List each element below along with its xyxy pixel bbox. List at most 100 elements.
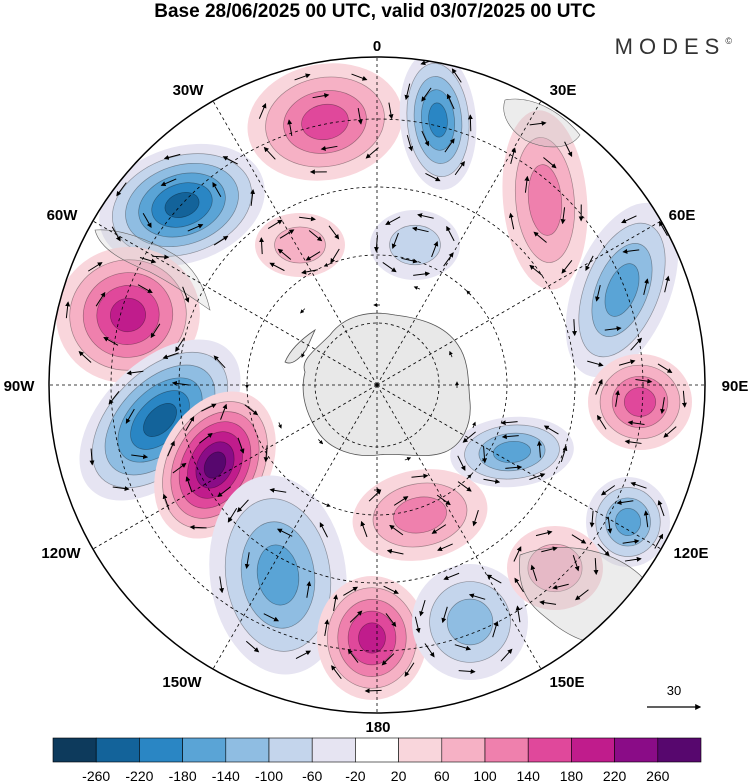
meridian-line <box>376 99 543 386</box>
anomaly-contour-fill <box>604 263 640 317</box>
lon-label-0: 0 <box>373 38 381 55</box>
wind-arrow <box>500 420 518 426</box>
lon-label-120e: 120E <box>673 545 708 562</box>
wind-arrow <box>505 464 523 470</box>
wind-arrow <box>324 619 330 637</box>
wind-arrow <box>137 284 153 294</box>
wind-arrow <box>277 248 292 260</box>
wind-arrow <box>244 404 259 416</box>
colorbar-tick-label: -60 <box>302 768 322 783</box>
wind-arrow <box>421 87 432 102</box>
wind-arrow <box>112 486 130 492</box>
reference-vector: 30 <box>647 683 702 710</box>
wind-arrow <box>541 546 558 553</box>
wind-arrow <box>263 146 276 160</box>
wind-arrow <box>301 351 306 358</box>
wind-arrow <box>404 457 412 461</box>
colorbar-swatch <box>182 737 227 763</box>
wind-arrow <box>263 445 269 463</box>
wind-arrow <box>131 454 149 460</box>
wind-arrow <box>660 397 665 415</box>
anomaly-center <box>565 202 679 378</box>
wind-arrow <box>457 455 466 471</box>
wind-arrow <box>449 350 453 358</box>
wind-arrow <box>108 390 120 405</box>
wind-arrow <box>276 528 293 537</box>
wind-arrow <box>171 380 189 386</box>
wind-arrow <box>436 494 451 506</box>
anomaly-center <box>99 143 265 267</box>
wind-arrow <box>172 462 187 474</box>
wind-arrow <box>535 530 553 537</box>
meridian-line <box>376 384 543 671</box>
wind-arrow <box>472 421 476 429</box>
wind-arrow <box>425 172 441 182</box>
meridian-line <box>211 99 378 386</box>
wind-arrow <box>126 370 144 376</box>
wind-arrow <box>185 416 195 432</box>
wind-arrow <box>630 337 643 351</box>
wind-arrow <box>466 474 472 480</box>
wind-arrow <box>278 422 282 429</box>
wind-arrow <box>198 432 213 444</box>
wind-arrow <box>152 254 170 260</box>
wind-arrow <box>536 440 542 458</box>
wind-arrow <box>561 259 573 274</box>
wind-arrow <box>624 556 642 562</box>
wind-arrow <box>312 93 330 99</box>
wind-arrow <box>627 420 645 426</box>
wind-arrow <box>560 445 568 463</box>
anomaly-contour-fill <box>446 598 494 646</box>
wind-arrow <box>618 359 636 366</box>
anomaly-contour-fill <box>358 622 386 654</box>
wind-arrow <box>419 600 426 617</box>
colorbar-tick-label: 260 <box>646 768 670 783</box>
wind-arrow <box>681 390 687 408</box>
wind-arrow <box>457 481 472 492</box>
wind-arrow <box>365 147 379 159</box>
anomaly-contour-fill <box>256 544 300 606</box>
anomaly-center <box>502 110 588 290</box>
wind-arrow <box>654 533 664 549</box>
wind-arrow <box>621 215 637 224</box>
wind-arrow <box>213 235 229 246</box>
anomaly-contour-fill <box>527 543 583 593</box>
wind-arrow <box>111 226 121 242</box>
wind-arrow <box>624 439 642 445</box>
wind-arrow <box>657 499 665 517</box>
colorbar-tick-label: 180 <box>560 768 584 783</box>
wind-arrow <box>501 434 519 440</box>
wind-arrow <box>564 141 573 158</box>
colorbar-swatch <box>139 737 183 763</box>
wind-arrow <box>333 594 339 612</box>
wind-arrow <box>404 83 411 101</box>
wind-arrow <box>543 425 559 435</box>
wind-arrow <box>343 586 359 596</box>
wind-arrow <box>139 257 157 264</box>
wind-arrow <box>385 613 397 628</box>
wind-arrow <box>167 440 175 457</box>
wind-arrow <box>482 446 488 464</box>
lon-label-30w: 30W <box>173 82 205 99</box>
brand-text: MODES <box>614 34 726 59</box>
wind-arrow <box>411 473 429 479</box>
wind-arrow <box>630 481 647 489</box>
lon-label-60w: 60W <box>47 207 79 224</box>
wind-arrow <box>319 522 328 538</box>
wind-arrow <box>444 138 455 153</box>
wind-arrow <box>406 134 414 152</box>
wind-arrow <box>643 510 649 528</box>
colorbar-tick-label: -260 <box>82 768 110 783</box>
wind-arrow <box>189 524 207 530</box>
wind-arrow <box>187 224 204 232</box>
anomaly-contour-fill <box>203 451 227 479</box>
colorbar-tick-label: 20 <box>391 768 407 783</box>
wind-arrow <box>622 539 640 544</box>
wind-arrow <box>295 650 312 660</box>
modes-logo: MODES© <box>615 34 732 60</box>
wind-arrow <box>331 665 342 679</box>
wind-arrow <box>212 181 222 197</box>
colorbar-tick-label: -140 <box>212 768 240 783</box>
wind-arrow <box>175 337 185 352</box>
